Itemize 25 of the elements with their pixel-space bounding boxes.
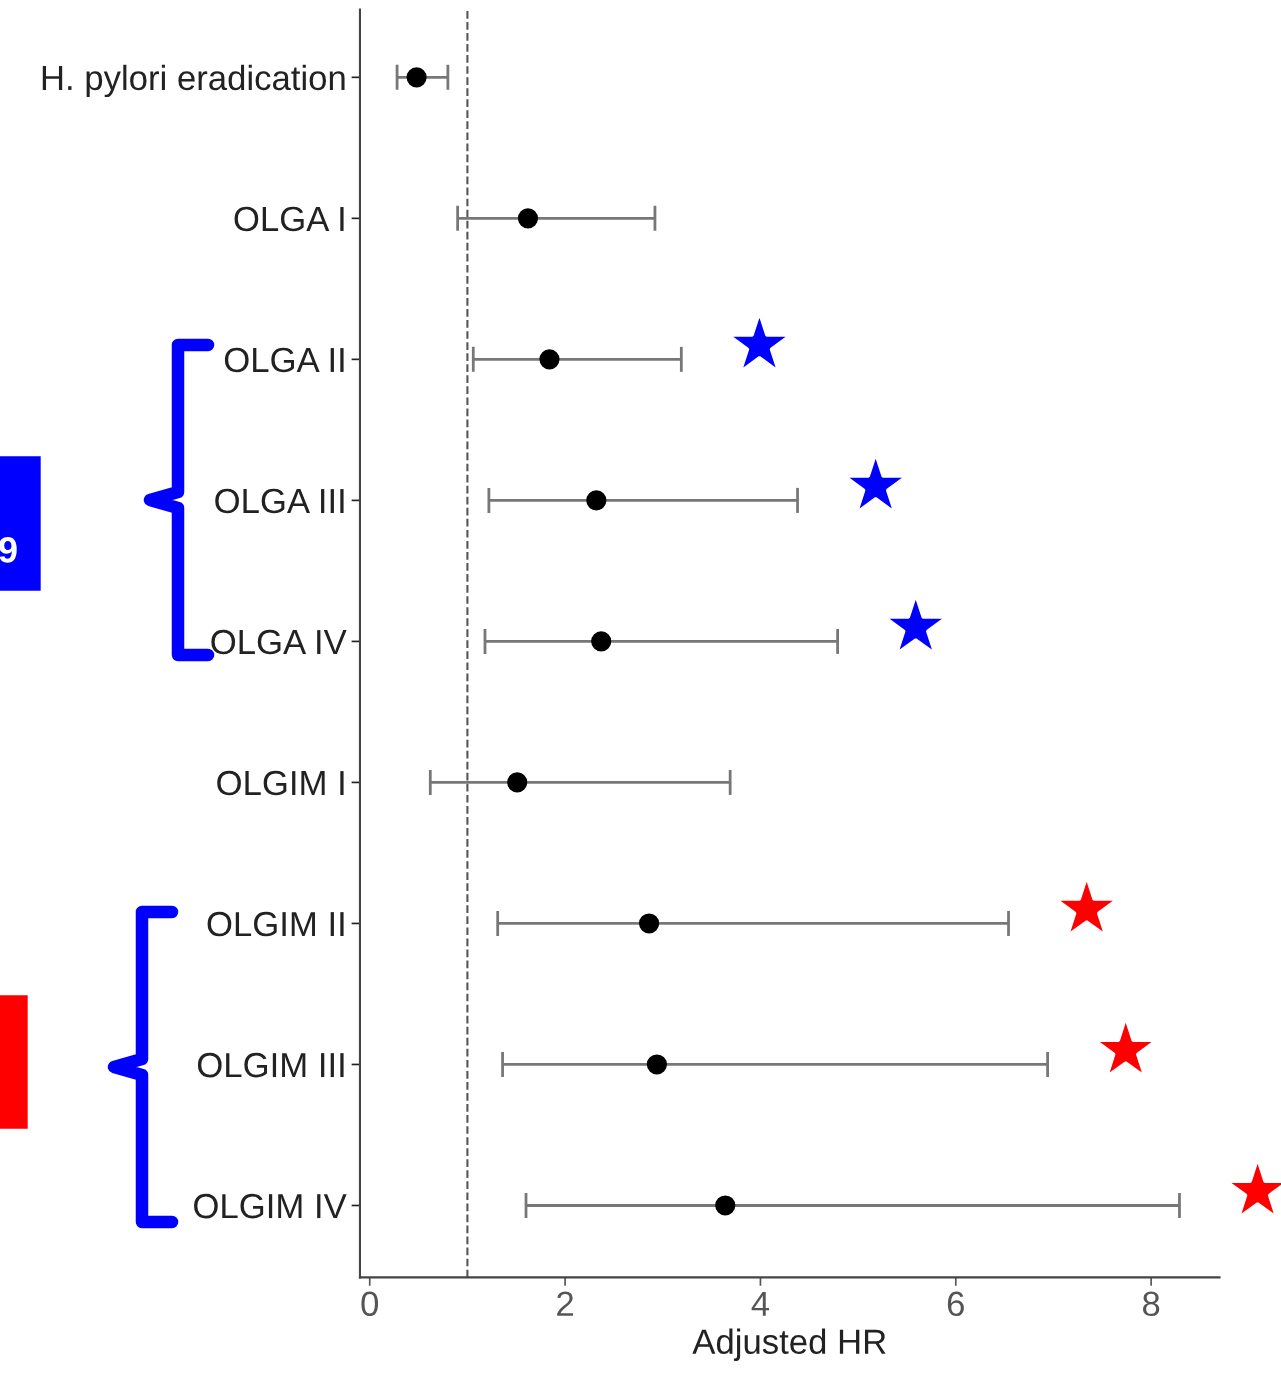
x-axis-title: Adjusted HR xyxy=(692,1328,886,1361)
point xyxy=(591,631,612,652)
point xyxy=(517,208,539,229)
y-tick-label: OLGIM IV xyxy=(194,1193,347,1219)
y-tick-label: OLGIM I xyxy=(217,770,344,796)
x-tick-label: 8 xyxy=(1142,1291,1160,1317)
y-tick-label: OLGIM II xyxy=(207,911,344,937)
x-tick-label: 4 xyxy=(751,1291,770,1316)
point xyxy=(639,913,660,934)
point xyxy=(406,67,427,88)
point xyxy=(715,1195,736,1216)
x-tick-label: 2 xyxy=(557,1291,573,1316)
point xyxy=(586,490,607,511)
y-tick-label: OLGA II xyxy=(224,347,344,373)
y-tick-label: H. pylori eradication xyxy=(42,64,345,98)
x-tick-label: 6 xyxy=(947,1291,964,1317)
x-tick-label: 0 xyxy=(361,1291,379,1317)
y-tick-label: OLGA III xyxy=(215,488,344,514)
y-tick-label: OLGA I xyxy=(234,206,344,232)
point xyxy=(539,349,560,370)
point xyxy=(507,772,528,793)
text: 9 xyxy=(0,537,17,563)
y-tick-label: OLGIM III xyxy=(197,1052,344,1078)
y-tick-label: OLGA IV xyxy=(211,629,347,655)
point xyxy=(646,1054,667,1075)
